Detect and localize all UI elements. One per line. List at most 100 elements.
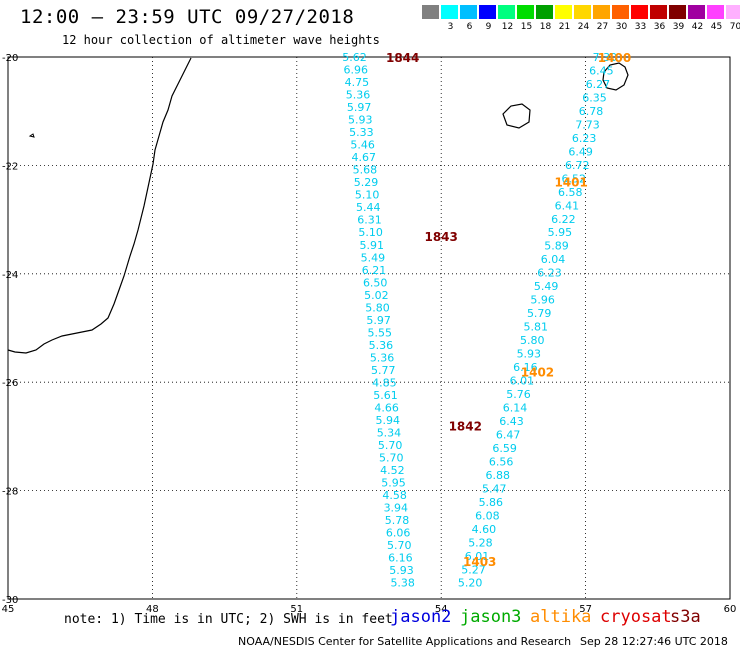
lon-tick-label: 57 [579, 604, 592, 615]
wave-height-value: 5.97 [347, 101, 372, 114]
wave-height-value: 5.61 [373, 389, 398, 402]
lat-tick-label: -28 [2, 487, 18, 498]
wave-height-value: 4.66 [374, 401, 399, 414]
wave-height-value: 5.97 [366, 314, 391, 327]
wave-height-value: 5.62 [342, 51, 367, 64]
legend-swatch [536, 5, 553, 19]
reunion-island [502, 103, 531, 129]
wave-height-value: 4.67 [351, 151, 376, 164]
wave-height-value: 5.80 [365, 301, 390, 314]
wave-height-value: 5.76 [506, 388, 531, 401]
wave-height-value: 5.70 [378, 439, 403, 452]
page-title: 12:00 – 23:59 UTC 09/27/2018 [20, 6, 355, 28]
wave-height-value: 5.93 [348, 114, 373, 127]
lat-tick-label: -22 [2, 161, 18, 172]
satellite-label: jason3 [460, 607, 522, 627]
legend-swatch [631, 5, 648, 19]
wave-height-value: 5.77 [371, 364, 396, 377]
legend-swatch [422, 5, 439, 19]
wave-height-value: 5.27 [461, 563, 486, 576]
wave-height-value: 6.58 [558, 186, 583, 199]
wave-height-value: 5.89 [544, 240, 569, 253]
legend-swatch [498, 5, 515, 19]
wave-height-value: 5.78 [385, 514, 410, 527]
wave-height-value: 7.73 [575, 118, 600, 131]
wave-height-value: 6.52 [562, 172, 587, 185]
wave-height-value: 6.16 [513, 361, 538, 374]
legend-label: 30 [615, 22, 628, 32]
wave-height-value: 6.06 [386, 527, 411, 540]
wave-height-value: 5.81 [523, 321, 548, 334]
wave-height-value: 4.52 [380, 464, 405, 477]
wave-height-value: 6.01 [510, 375, 535, 388]
wave-height-value: 5.91 [360, 239, 385, 252]
legend-label: 39 [672, 22, 685, 32]
legend-label: 6 [466, 22, 473, 32]
wave-height-value: 4.60 [472, 523, 497, 536]
wave-height-value: 6.04 [541, 253, 566, 266]
legend-swatch [669, 5, 686, 19]
satellite-label: altika [530, 607, 592, 627]
pass-time-label: 1403 [463, 555, 496, 569]
legend-label: 42 [691, 22, 704, 32]
pass-time-label: 1842 [449, 420, 482, 434]
wave-height-value: 5.02 [364, 289, 389, 302]
wave-height-value: 6.49 [568, 145, 593, 158]
wave-height-value: 6.88 [485, 469, 510, 482]
wave-height-value: 6.45 [589, 64, 614, 77]
legend-swatch [612, 5, 629, 19]
wave-height-value: 6.08 [475, 509, 500, 522]
legend-swatch [479, 5, 496, 19]
madagascar-coastline [7, 57, 192, 354]
wave-height-value: 5.10 [355, 189, 380, 202]
wave-height-value: 6.50 [363, 276, 388, 289]
wave-height-value: 5.55 [368, 326, 393, 339]
wave-height-value: 6.35 [582, 91, 607, 104]
pass-time-label: 1844 [386, 51, 419, 65]
wave-height-value: 6.23 [537, 267, 562, 280]
lon-tick-label: 48 [146, 604, 159, 615]
legend-label: 27 [596, 22, 609, 32]
wave-height-value: 5.95 [548, 226, 573, 239]
wave-height-value: 5.34 [377, 427, 402, 440]
wave-height-value: 5.49 [361, 251, 386, 264]
wave-height-value: 5.47 [482, 482, 507, 495]
wave-height-value: 5.29 [354, 176, 379, 189]
wave-height-value: 6.01 [465, 550, 490, 563]
pass-time-label: 1402 [521, 365, 554, 379]
wave-height-value: 6.78 [579, 105, 604, 118]
satellite-label: cryosat [600, 607, 672, 627]
legend-swatch [726, 5, 740, 19]
pass-time-labels: 1844 1843 1842 1400 1401 1402 1403 [386, 51, 631, 569]
lon-tick-label: 60 [724, 604, 737, 615]
lat-tick-label: -20 [2, 53, 18, 64]
pass-time-label: 1401 [554, 176, 587, 190]
legend-label: 70 [729, 22, 740, 32]
wave-height-value: 7.30 [593, 51, 618, 64]
wave-height-value: 5.36 [346, 89, 371, 102]
generated-timestamp: Sep 28 12:27:46 UTC 2018 [580, 635, 728, 648]
legend-label: 12 [501, 22, 514, 32]
wave-height-value: 6.47 [496, 428, 521, 441]
wave-height-value: 5.86 [479, 496, 504, 509]
lat-tick-label: -26 [2, 378, 18, 389]
lon-tick-label: 54 [435, 604, 448, 615]
legend-label: 21 [558, 22, 571, 32]
wave-height-value: 6.56 [489, 455, 514, 468]
pass-time-label: 1843 [424, 230, 457, 244]
legend-swatch [460, 5, 477, 19]
legend-swatch [688, 5, 705, 19]
legend-swatch [555, 5, 572, 19]
wave-height-value: 6.27 [586, 78, 611, 91]
legend-swatch [593, 5, 610, 19]
wave-height-value: 5.68 [353, 164, 378, 177]
wave-height-value: 6.96 [343, 64, 368, 77]
lon-tick-label: 45 [2, 604, 15, 615]
legend-label: 9 [485, 22, 492, 32]
wave-height-value: 5.94 [376, 414, 401, 427]
wave-height-value: 4.85 [372, 376, 397, 389]
wave-height-value: 5.33 [349, 126, 374, 139]
wave-height-value: 6.59 [492, 442, 517, 455]
wave-height-value: 5.79 [527, 307, 552, 320]
